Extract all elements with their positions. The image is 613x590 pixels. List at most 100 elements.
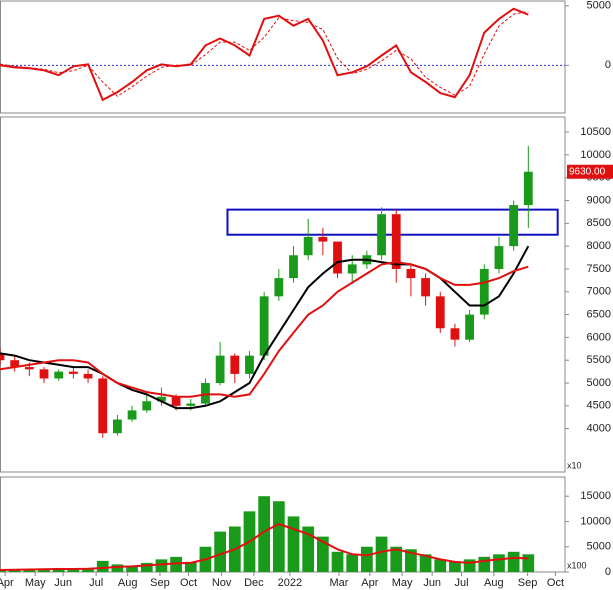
candle-body <box>68 371 78 374</box>
candle-body <box>450 328 460 340</box>
candle-body <box>509 205 519 247</box>
volume-bar <box>111 564 124 572</box>
candle-body <box>171 396 181 406</box>
candle-body <box>127 410 137 420</box>
volume-bar <box>507 551 520 572</box>
candle-body <box>406 268 416 279</box>
volume-bar <box>170 556 182 572</box>
candle-body <box>494 246 504 269</box>
y-tick-label: 10500 <box>580 126 611 138</box>
x-tick-label: May <box>392 577 413 589</box>
volume-bar <box>449 561 461 572</box>
candle-body <box>0 353 5 361</box>
volume-bar <box>478 556 491 572</box>
x-tick-label: 2022 <box>278 577 302 589</box>
candle-body <box>523 171 533 206</box>
candle-body <box>10 360 20 368</box>
candle-body <box>274 278 284 297</box>
volume-bar <box>375 536 388 572</box>
y-tick-label: 4000 <box>587 423 611 435</box>
volume-bar <box>96 560 109 572</box>
y-tick-label: 4500 <box>587 400 611 412</box>
candle-body <box>435 296 445 329</box>
candle-body <box>421 278 430 297</box>
candle-body <box>24 367 34 370</box>
last-price-box <box>567 164 613 179</box>
candle-body <box>83 373 93 379</box>
y-tick-label: 5000 <box>587 541 611 553</box>
x-tick-label: Apr <box>0 577 14 589</box>
series-line <box>0 11 529 97</box>
volume-bar <box>126 565 138 572</box>
candle-body <box>142 401 152 411</box>
volume-bar <box>361 546 373 572</box>
volume-bar <box>316 536 329 572</box>
volume-bar <box>463 559 476 572</box>
volume-bar <box>419 554 432 572</box>
volume-bar <box>493 554 505 572</box>
series-line <box>0 522 529 571</box>
y-tick-label: 6500 <box>587 308 611 320</box>
x-tick-label: Aug <box>484 577 504 589</box>
candle-body <box>186 403 196 406</box>
x-tick-label: Oct <box>180 577 197 589</box>
volume-bar <box>390 546 403 572</box>
candle-body <box>377 214 386 256</box>
volume-bar <box>302 526 315 572</box>
candle-body <box>318 237 328 242</box>
volume-bar <box>258 496 271 572</box>
x-tick-label: Sep <box>518 577 538 589</box>
candle-body <box>245 355 254 374</box>
candle-body <box>54 371 64 379</box>
volume-bar <box>67 569 80 572</box>
x-tick-label: Apr <box>361 577 378 589</box>
y-tick-label: 0 <box>605 566 611 578</box>
candle-body <box>230 355 240 374</box>
x-tick-label: Mar <box>330 577 349 589</box>
x-tick-label: May <box>25 577 46 589</box>
volume-bar <box>272 501 285 572</box>
volume-bar <box>214 531 226 572</box>
candle-body <box>259 296 269 356</box>
y-tick-label: 9000 <box>587 194 611 206</box>
volume-bar <box>38 568 50 572</box>
y-tick-label: 15000 <box>580 490 611 502</box>
y-tick-label: 7500 <box>587 263 611 275</box>
candle-body <box>201 383 210 404</box>
y-tick-label: 10000 <box>580 515 611 527</box>
last-price-label: 9630.00 <box>569 166 606 177</box>
x-tick-label: Nov <box>212 577 232 589</box>
volume-bar <box>155 559 168 572</box>
y-tick-label: 6000 <box>587 331 611 343</box>
candle-body <box>157 396 166 402</box>
series-line <box>0 261 529 398</box>
x-tick-label: Aug <box>118 577 138 589</box>
volume-bar <box>405 549 417 572</box>
volume-bar <box>23 569 36 572</box>
unit-label: x100 <box>567 560 587 570</box>
y-tick-label: 7000 <box>587 286 611 298</box>
candle-body <box>479 268 489 315</box>
candle-body <box>289 255 298 279</box>
x-tick-label: Dec <box>244 577 264 589</box>
candle-body <box>215 355 225 384</box>
candle-body <box>333 241 342 274</box>
y-tick-label: 5000 <box>587 377 611 389</box>
candle-body <box>347 264 357 274</box>
y-tick-label: 8500 <box>587 217 611 229</box>
x-tick-label: Jul <box>455 577 469 589</box>
x-tick-label: Sep <box>150 577 170 589</box>
series-line <box>0 7 529 102</box>
y-tick-label: 10000 <box>580 149 611 161</box>
x-tick-label: Jul <box>89 577 103 589</box>
volume-bar <box>140 562 153 572</box>
y-tick-label: 0 <box>605 59 611 71</box>
candle-body <box>39 369 49 379</box>
unit-label: x10 <box>567 460 582 470</box>
candle-body <box>98 378 108 434</box>
candle-body <box>113 419 122 434</box>
y-tick-label: 5000 <box>587 0 611 12</box>
volume-bar <box>82 568 94 572</box>
volume-bar <box>184 561 197 572</box>
